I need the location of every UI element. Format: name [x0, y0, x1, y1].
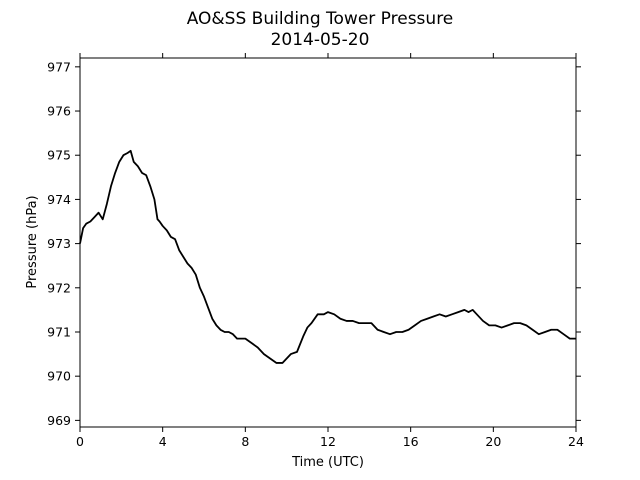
x-tick-label: 4 — [159, 434, 167, 449]
x-tick-label: 0 — [76, 434, 84, 449]
chart-subtitle: 2014-05-20 — [271, 30, 370, 50]
y-tick-label: 969 — [47, 413, 71, 428]
y-tick-label: 972 — [47, 280, 71, 295]
y-tick-label: 971 — [47, 324, 71, 339]
y-tick-label: 974 — [47, 192, 71, 207]
y-tick-label: 970 — [47, 369, 71, 384]
x-tick-label: 20 — [485, 434, 501, 449]
y-tick-label: 973 — [47, 236, 71, 251]
x-tick-label: 24 — [568, 434, 584, 449]
y-axis-label: Pressure (hPa) — [25, 195, 40, 288]
x-tick-label: 16 — [403, 434, 419, 449]
plot-frame — [79, 57, 577, 428]
x-tick-label: 12 — [320, 434, 336, 449]
y-tick-label: 976 — [47, 104, 71, 119]
x-tick-label: 8 — [241, 434, 249, 449]
y-axis-ticks: 969 970 971 972 973 974 975 976 977 — [47, 59, 581, 428]
x-axis-label: Time (UTC) — [291, 455, 364, 470]
y-tick-label: 977 — [47, 59, 71, 74]
chart-title: AO&SS Building Tower Pressure — [187, 9, 454, 29]
x-axis-ticks: 0 4 8 12 16 20 24 — [76, 53, 584, 449]
pressure-series-line — [79, 149, 576, 364]
y-tick-label: 975 — [47, 148, 71, 163]
